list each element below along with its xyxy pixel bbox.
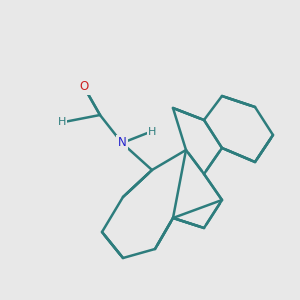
- Text: H: H: [58, 117, 66, 127]
- Text: O: O: [80, 80, 88, 94]
- Text: N: N: [118, 136, 126, 149]
- Text: H: H: [148, 127, 156, 137]
